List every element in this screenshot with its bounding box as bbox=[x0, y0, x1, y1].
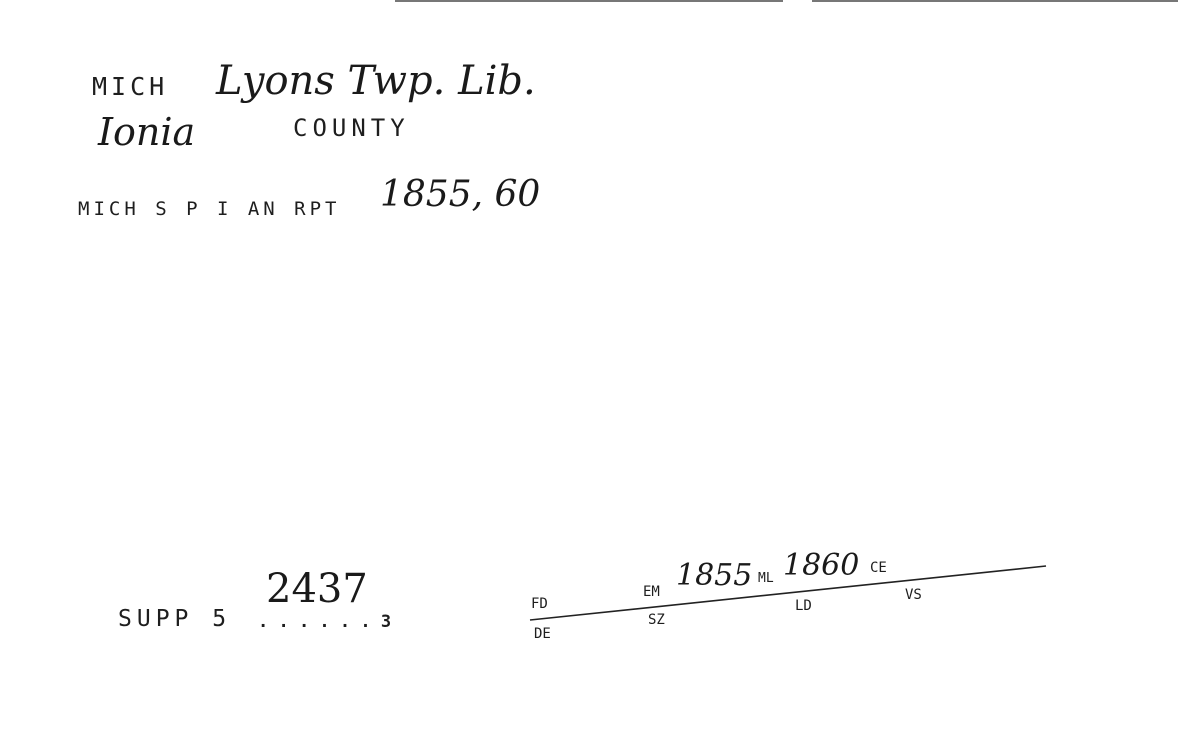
code-vs: VS bbox=[905, 587, 922, 603]
state-label: MICH bbox=[92, 72, 169, 101]
code-ml-value: 1860 bbox=[783, 548, 860, 583]
code-em-value: 1855 bbox=[676, 558, 753, 593]
code-em: EM bbox=[643, 584, 660, 600]
code-ml: ML bbox=[758, 571, 774, 586]
top-edge-bar-left bbox=[395, 0, 783, 2]
supp-number: 2437 bbox=[266, 566, 368, 612]
code-fd: FD bbox=[531, 596, 548, 612]
supp-dots: . . . . . . 3 bbox=[258, 612, 392, 632]
supp-label: SUPP 5 bbox=[118, 606, 232, 632]
code-ce: CE bbox=[870, 560, 887, 576]
code-sz: SZ bbox=[648, 612, 665, 628]
top-edge-bar-right bbox=[812, 0, 1178, 2]
source-label: MICH S P I AN RPT bbox=[78, 198, 341, 220]
county-name: Ionia bbox=[98, 110, 196, 154]
county-word: COUNTY bbox=[293, 114, 410, 142]
code-de: DE bbox=[534, 626, 551, 642]
code-ld: LD bbox=[795, 598, 812, 614]
source-years: 1855, 60 bbox=[380, 174, 541, 215]
library-name: Lyons Twp. Lib. bbox=[216, 58, 536, 104]
